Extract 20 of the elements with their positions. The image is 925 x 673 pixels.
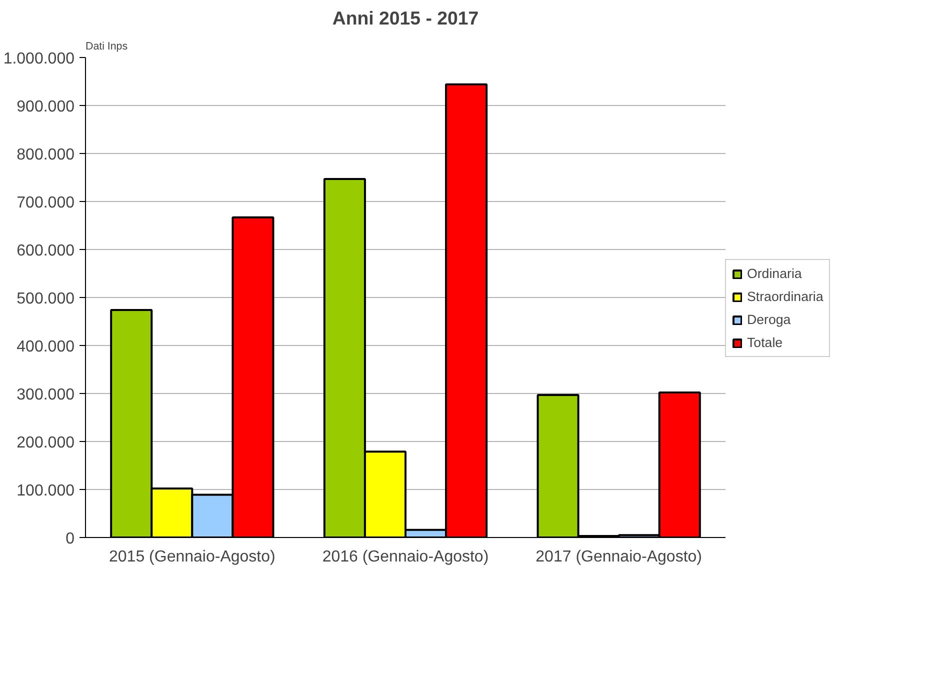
chart-title: Anni 2015 - 2017: [332, 8, 479, 28]
y-tick-label: 900.000: [16, 98, 75, 116]
y-tick-label: 700.000: [16, 194, 75, 212]
legend-label: Ordinaria: [747, 266, 802, 281]
x-tick-label: 2017 (Gennaio-Agosto): [536, 548, 702, 566]
x-tick-label: 2016 (Gennaio-Agosto): [322, 548, 489, 566]
text: Dati Inps: [86, 40, 128, 52]
y-tick-label: 800.000: [16, 146, 75, 164]
y-tick-label: 500.000: [16, 290, 75, 308]
y-tick-label: 300.000: [16, 386, 75, 404]
y-tick-label: 1.000.000: [3, 50, 75, 68]
x-tick-label: 2015 (Gennaio-Agosto): [109, 548, 276, 566]
legend-label: Deroga: [747, 312, 791, 327]
y-tick-label: 100.000: [16, 482, 75, 500]
legend-label: Straordinaria: [747, 289, 824, 304]
y-tick-label: 200.000: [16, 434, 75, 452]
legend-label: Totale: [747, 335, 783, 350]
y-tick-label: 0: [66, 530, 75, 548]
y-tick-label: 600.000: [16, 242, 75, 260]
y-tick-label: 400.000: [16, 338, 75, 356]
